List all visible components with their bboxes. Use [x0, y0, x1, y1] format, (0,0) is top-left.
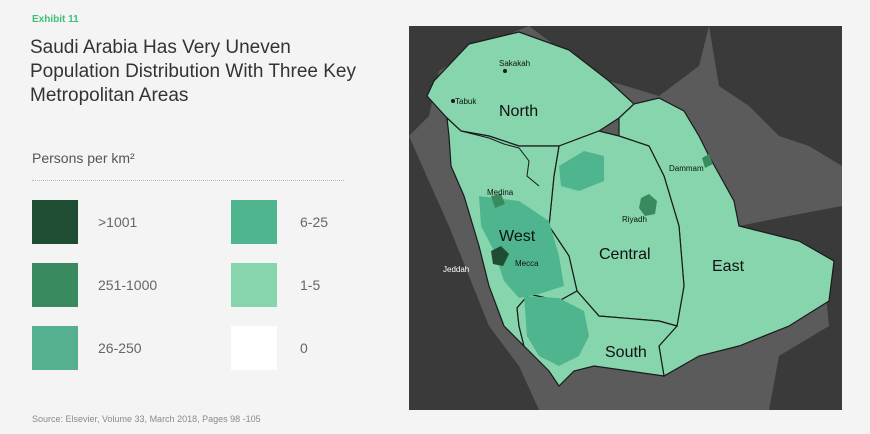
- land-africa: [409, 136, 539, 410]
- land-northwest: [409, 26, 529, 96]
- legend-swatch-26-250: [32, 326, 78, 370]
- density-dammam: [702, 154, 713, 168]
- region-label-central: Central: [599, 246, 651, 263]
- density-medina: [491, 194, 505, 208]
- city-label-riyadh: Riyadh: [622, 215, 647, 224]
- legend-swatch-0: [231, 326, 277, 370]
- page-title: Saudi Arabia Has Very Uneven Population …: [30, 37, 356, 106]
- city-dot-sakakah: [503, 69, 507, 73]
- legend-label-6-25: 6-25: [300, 214, 329, 230]
- density-jeddah-mecca: [491, 246, 509, 266]
- city-dot-tabuk: [451, 99, 455, 103]
- city-label-dammam: Dammam: [669, 164, 704, 173]
- source-note: Source: Elsevier, Volume 33, March 2018,…: [32, 414, 261, 424]
- density-hail: [559, 151, 604, 191]
- legend-label-0: 0: [300, 340, 308, 356]
- exhibit-label: Exhibit 11: [32, 14, 79, 25]
- legend-label-gt1001: >1001: [98, 214, 138, 230]
- legend-label-1-5: 1-5: [300, 277, 321, 293]
- land-iran: [709, 26, 842, 166]
- density-south-corridor: [524, 296, 589, 366]
- legend-swatch-251-1000: [32, 263, 78, 307]
- region-label-north: North: [499, 103, 538, 120]
- border-west-sub: [460, 130, 540, 187]
- land-north: [529, 26, 709, 96]
- saudi-map: North West Central East South Sakakah Ta…: [409, 26, 842, 410]
- legend-swatch-1-5: [231, 263, 277, 307]
- density-west-corridor: [479, 196, 564, 298]
- legend-title: Persons per km²: [32, 150, 135, 166]
- city-label-mecca: Mecca: [515, 259, 539, 268]
- city-label-sakakah: Sakakah: [499, 59, 530, 68]
- city-label-medina: Medina: [487, 188, 514, 197]
- city-label-tabuk: Tabuk: [455, 97, 477, 106]
- legend-label-251-1000: 251-1000: [98, 277, 158, 293]
- region-label-west: West: [499, 228, 536, 245]
- region-label-south: South: [605, 344, 647, 361]
- density-riyadh: [639, 194, 657, 216]
- legend-swatch-6-25: [231, 200, 277, 244]
- city-label-jeddah: Jeddah: [443, 265, 469, 274]
- map-frame: North West Central East South Sakakah Ta…: [409, 26, 842, 410]
- region-label-east: East: [712, 258, 745, 275]
- legend-label-26-250: 26-250: [98, 340, 142, 356]
- legend-divider: [32, 180, 344, 181]
- legend-swatch-gt1001: [32, 200, 78, 244]
